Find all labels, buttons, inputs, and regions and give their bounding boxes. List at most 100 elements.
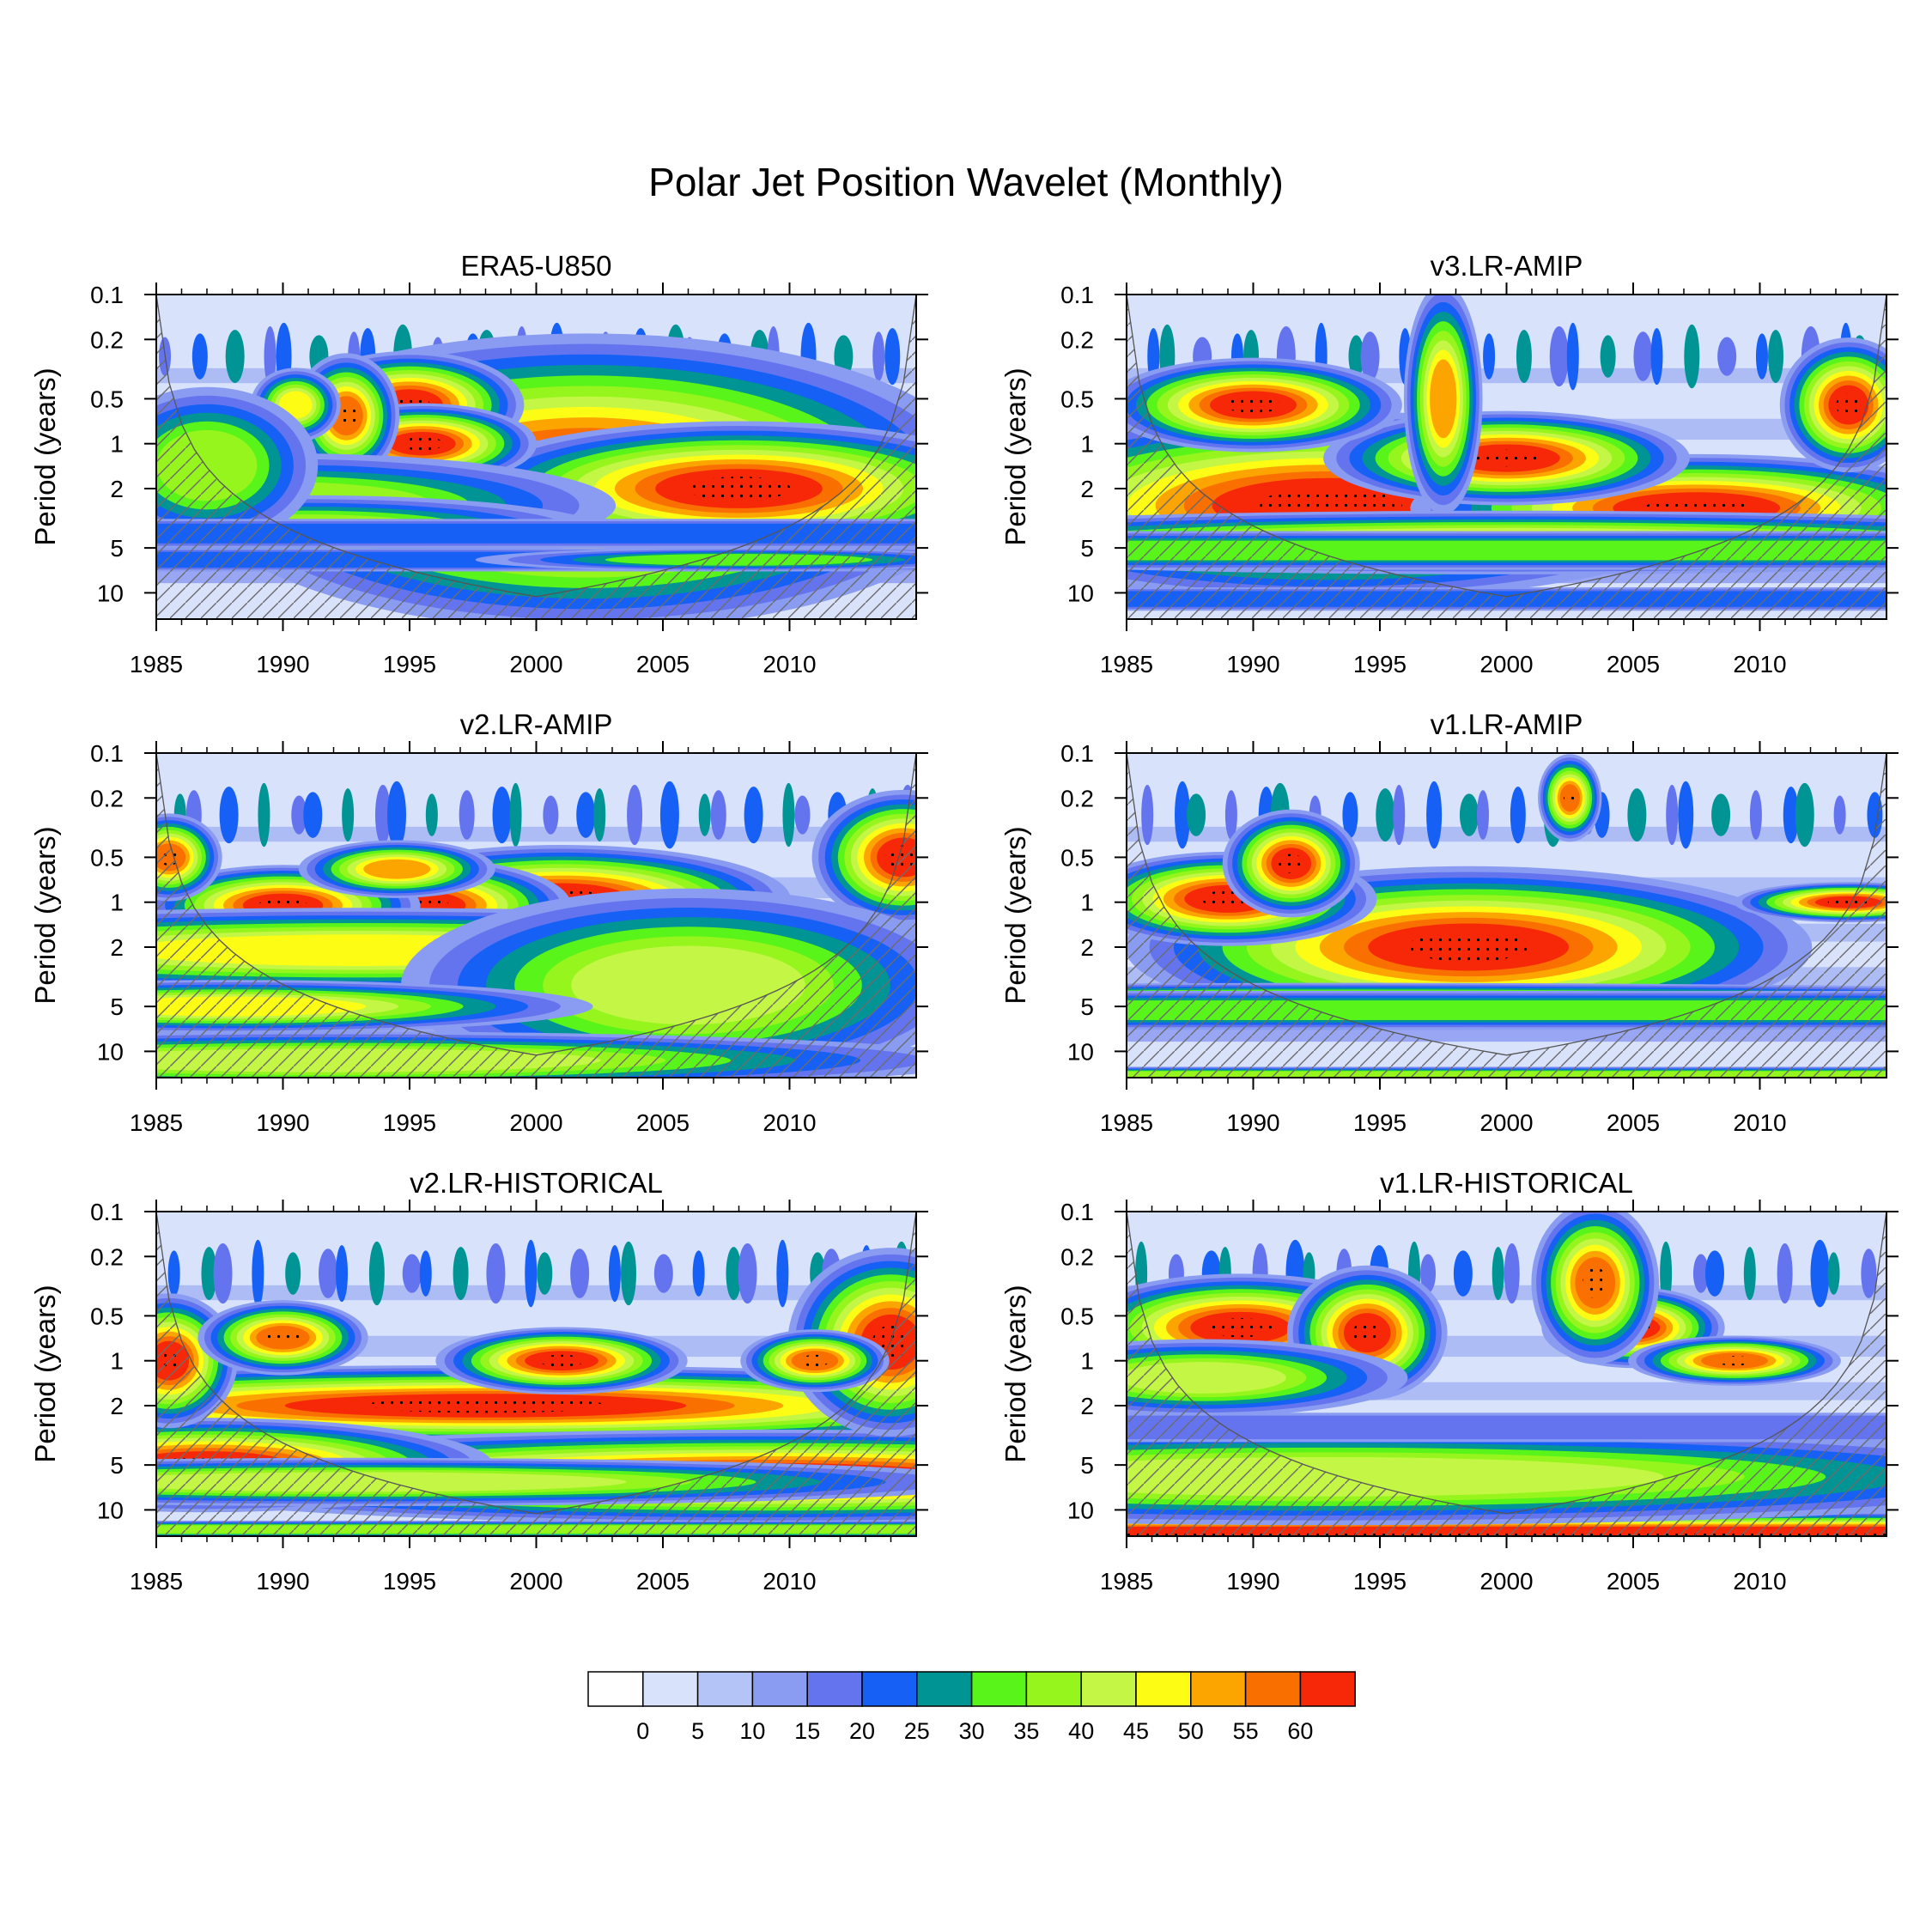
x-tick-label: 1990 <box>1226 1109 1279 1136</box>
significance-stipple <box>1406 933 1531 961</box>
y-tick-label: 0.2 <box>90 326 124 353</box>
power-spike <box>369 1242 385 1305</box>
power-spike <box>1477 790 1489 840</box>
y-tick-label: 2 <box>1080 1393 1094 1419</box>
x-tick-label: 1985 <box>1100 651 1153 677</box>
power-spike <box>1550 326 1569 386</box>
significance-stipple <box>1714 1356 1755 1365</box>
y-axis-label: Period (years) <box>29 368 61 545</box>
power-spike <box>1460 793 1479 835</box>
x-tick-label: 1990 <box>256 1109 309 1136</box>
x-tick-label: 1985 <box>1100 1109 1153 1136</box>
significance-stipple <box>1583 1267 1607 1298</box>
x-tick-label: 1985 <box>130 1109 183 1136</box>
x-tick-label: 2000 <box>1479 1109 1533 1136</box>
power-spike <box>711 790 726 840</box>
panel-2: v3.LR-AMIP1985 1990 1995 2000 2005 20100.10.2… <box>785 250 1932 677</box>
power-spike <box>319 1249 337 1298</box>
x-tick-label: 2010 <box>762 651 816 677</box>
power-spike <box>1750 790 1762 840</box>
figure-title: Polar Jet Position Wavelet (Monthly) <box>648 160 1284 204</box>
significance-stipple <box>1836 393 1861 417</box>
y-tick-label: 1 <box>110 431 124 458</box>
power-spike <box>1376 788 1394 841</box>
x-tick-label: 2005 <box>636 651 690 677</box>
y-tick-label: 0.1 <box>1060 282 1094 308</box>
power-spike <box>192 333 208 380</box>
power-spike <box>1454 1250 1473 1297</box>
power-spike <box>486 1243 505 1303</box>
x-tick-label: 2010 <box>1733 1109 1786 1136</box>
power-spike <box>570 1249 589 1298</box>
x-tick-label: 1985 <box>130 1568 183 1595</box>
power-spike <box>426 793 438 835</box>
y-tick-label: 5 <box>110 993 124 1020</box>
y-tick-label: 0.2 <box>1060 1243 1094 1270</box>
power-spike <box>1744 1247 1756 1300</box>
panel-grid: ERA5-U850 1985 1990 1995 2000 2005 2010 0.1 0.2 0… <box>0 250 1932 1595</box>
y-tick-label: 1 <box>110 1348 124 1375</box>
x-tick-label: 2010 <box>762 1109 816 1136</box>
panel-title: v2.LR-AMIP <box>460 708 613 740</box>
power-spike <box>1627 788 1646 841</box>
x-tick-label: 1995 <box>383 1109 436 1136</box>
power-spike <box>1834 796 1846 835</box>
y-tick-label: 1 <box>1080 431 1094 458</box>
panel-title: v1.LR-AMIP <box>1431 708 1583 740</box>
x-tick-label: 1990 <box>1226 651 1279 677</box>
colorbar-label: 30 <box>959 1718 985 1744</box>
colorbar-swatch <box>1136 1672 1191 1706</box>
power-spike <box>872 331 884 381</box>
panel-plot-area <box>0 753 995 1090</box>
power-spike <box>168 1250 180 1297</box>
colorbar-label: 55 <box>1233 1718 1259 1744</box>
power-spike <box>336 1245 348 1302</box>
x-tick-label: 1995 <box>1353 651 1406 677</box>
colorbar-label: 25 <box>904 1718 930 1744</box>
power-spike <box>214 1243 233 1303</box>
y-axis-label: Period (years) <box>29 1285 61 1462</box>
power-spike <box>1756 333 1768 380</box>
power-spike <box>1777 1243 1793 1303</box>
power-spike <box>884 328 900 385</box>
colorbar-label: 5 <box>691 1718 704 1744</box>
y-tick-label: 5 <box>110 535 124 562</box>
y-tick-label: 0.1 <box>1060 740 1094 767</box>
y-axis-label: Period (years) <box>999 826 1031 1004</box>
panel-title: v2.LR-HISTORICAL <box>410 1167 663 1199</box>
power-contour <box>363 860 430 879</box>
y-tick-label: 0.5 <box>1060 386 1094 412</box>
power-spike <box>1516 330 1532 383</box>
y-tick-label: 5 <box>110 1452 124 1479</box>
power-spike <box>660 781 679 849</box>
power-spike <box>1426 781 1442 849</box>
x-tick-label: 2005 <box>636 1109 690 1136</box>
y-axis-label: Period (years) <box>999 1285 1031 1462</box>
y-tick-label: 2 <box>1080 476 1094 502</box>
y-tick-label: 0.5 <box>90 844 124 871</box>
power-spike <box>459 790 475 840</box>
colorbar-label: 45 <box>1123 1718 1149 1744</box>
colorbar-swatch <box>698 1672 753 1706</box>
significance-stipple <box>687 477 791 501</box>
power-contour <box>1430 360 1456 439</box>
panel-plot-area <box>0 295 1025 630</box>
colorbar-swatch <box>1081 1672 1136 1706</box>
power-spike <box>1393 785 1405 845</box>
x-tick-label: 1990 <box>1226 1568 1279 1595</box>
colorbar: 0 5 10 15 20 25 30 35 40 45 50 55 60 <box>588 1672 1355 1744</box>
panel-title: v3.LR-AMIP <box>1431 250 1583 282</box>
y-tick-label: 1 <box>110 890 124 916</box>
y-tick-label: 10 <box>1067 1038 1094 1065</box>
panel-1: ERA5-U850 1985 1990 1995 2000 2005 2010 0.1 0.2 0… <box>0 250 1025 677</box>
power-spike <box>1141 785 1153 845</box>
power-spike <box>621 1242 636 1305</box>
y-tick-label: 5 <box>1080 993 1094 1020</box>
x-tick-label: 1995 <box>383 651 436 677</box>
significance-stipple <box>1564 790 1577 806</box>
y-tick-label: 0.2 <box>90 1243 124 1270</box>
x-tick-label: 2005 <box>1607 1568 1660 1595</box>
power-spike <box>510 783 522 847</box>
x-tick-label: 1995 <box>383 1568 436 1595</box>
power-spike <box>453 1247 469 1300</box>
